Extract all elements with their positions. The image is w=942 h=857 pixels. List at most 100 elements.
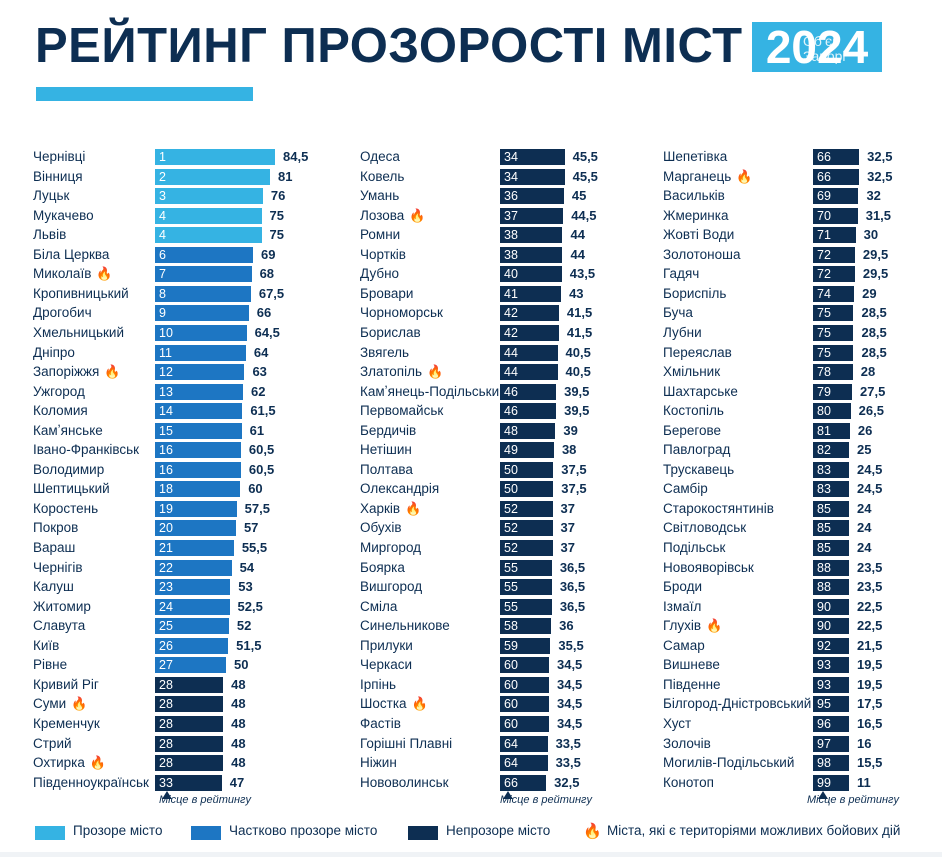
ranking-row: Ніжин 64 33,5 xyxy=(360,754,660,774)
city-name: Ковель xyxy=(360,168,405,184)
city-name: Чорноморськ xyxy=(360,305,443,321)
city-name: Конотоп xyxy=(663,774,714,790)
rank-label: 6 xyxy=(159,247,166,262)
city-name: Фастів xyxy=(360,715,401,731)
score-bar xyxy=(155,481,241,498)
score-bar xyxy=(155,735,224,752)
city-name: Трускавець xyxy=(663,461,735,477)
score-label: 21,5 xyxy=(857,637,883,653)
ranking-row: Чернівці 1 84,5 xyxy=(33,148,333,168)
city-name: Могилів-Подільський xyxy=(663,755,795,771)
rank-label: 28 xyxy=(159,697,173,712)
score-label: 32,5 xyxy=(867,149,893,164)
score-label: 37 xyxy=(560,520,575,536)
rank-label: 83 xyxy=(817,462,831,477)
score-label: 62 xyxy=(251,383,266,399)
score-label: 76 xyxy=(270,188,286,204)
city-name: Умань xyxy=(360,188,400,204)
rank-label: 38 xyxy=(504,228,518,243)
ranking-row: Запоріжжя 🔥 12 63 xyxy=(33,363,333,383)
ranking-row: Вишгород 55 36,5 xyxy=(360,578,660,598)
rank-label: 66 xyxy=(817,169,831,184)
ranking-row: Світловодськ 85 24 xyxy=(663,519,942,539)
rank-label: 52 xyxy=(504,521,518,536)
footer-strip xyxy=(0,852,942,857)
score-label: 54 xyxy=(239,559,255,575)
fire-icon: 🔥 xyxy=(89,755,107,771)
ranking-row: Буча 75 28,5 xyxy=(663,304,942,324)
score-bar xyxy=(813,579,849,596)
ranking-row: Ковель 34 45,5 xyxy=(360,168,660,188)
city-name: Жовті Води xyxy=(663,227,735,243)
score-bar xyxy=(500,403,557,420)
score-label: 63 xyxy=(252,364,267,380)
score-bar xyxy=(813,364,853,381)
score-bar xyxy=(500,657,549,674)
ranking-row: Київ 26 51,5 xyxy=(33,637,333,657)
score-bar xyxy=(500,422,556,439)
score-label: 37,5 xyxy=(561,481,587,497)
score-label: 36 xyxy=(559,618,574,634)
ranking-row: Могилів-Подільський 98 15,5 xyxy=(663,754,942,774)
score-bar xyxy=(813,500,849,517)
score-label: 33,5 xyxy=(555,735,581,751)
ranking-row: Олександрія 50 37,5 xyxy=(360,480,660,500)
ranking-row: Луцьк 3 76 xyxy=(33,187,333,207)
ranking-row: Ужгород 13 62 xyxy=(33,383,333,403)
rank-label: 27 xyxy=(159,658,173,673)
ranking-row: Золотоноша 72 29,5 xyxy=(663,246,942,266)
score-label: 28,5 xyxy=(861,324,887,340)
rank-label: 55 xyxy=(504,580,518,595)
rank-label: 44 xyxy=(504,345,518,360)
score-bar xyxy=(155,207,262,224)
score-label: 26,5 xyxy=(858,403,884,419)
rank-label: 2 xyxy=(159,169,166,184)
score-bar xyxy=(155,540,234,556)
ranking-row: Калуш 23 53 xyxy=(33,578,333,598)
rank-label: 48 xyxy=(504,423,518,438)
ranking-row: Вінниця 2 81 xyxy=(33,168,333,188)
rank-label: 10 xyxy=(159,325,173,340)
city-name: Васильків xyxy=(663,188,725,204)
rank-label: 93 xyxy=(817,658,831,673)
city-name: Костопіль xyxy=(663,403,724,419)
score-label: 37,5 xyxy=(561,461,587,477)
score-bar xyxy=(813,168,860,185)
ranking-row: Костопіль 80 26,5 xyxy=(663,402,942,422)
city-name: Одеса xyxy=(360,149,400,164)
score-bar xyxy=(500,344,558,361)
axis-arrow-icon xyxy=(162,791,172,799)
score-bar xyxy=(500,364,558,381)
score-label: 48 xyxy=(231,696,246,712)
fire-icon: 🔥 xyxy=(409,207,426,223)
city-name: Дрогобич xyxy=(33,305,92,321)
score-label: 60 xyxy=(248,481,263,497)
score-label: 16,5 xyxy=(857,715,883,731)
score-label: 60,5 xyxy=(248,461,275,477)
score-bar xyxy=(500,676,549,693)
rank-label: 99 xyxy=(817,775,831,790)
city-name: Горішні Плавні xyxy=(360,735,453,751)
rank-label: 46 xyxy=(504,404,518,419)
rank-label: 21 xyxy=(159,541,173,555)
score-bar xyxy=(500,168,565,185)
score-label: 31,5 xyxy=(865,207,892,223)
city-name: Шостка 🔥 xyxy=(360,696,428,712)
city-name: Старокостянтинів xyxy=(663,500,774,516)
score-bar xyxy=(500,559,552,576)
ranking-row: Глухів 🔥 90 22,5 xyxy=(663,617,942,637)
score-label: 19,5 xyxy=(857,657,883,673)
score-bar xyxy=(155,422,242,439)
ranking-row: Дрогобич 9 66 xyxy=(33,304,333,324)
ranking-row: Конотоп 99 11 xyxy=(663,774,942,794)
city-name: Нетішин xyxy=(360,442,412,458)
ranking-row: Подільськ 85 24 xyxy=(663,539,942,559)
score-label: 24 xyxy=(857,500,872,516)
city-name: Бориспіль xyxy=(663,285,727,301)
ranking-row: Самбір 83 24,5 xyxy=(663,480,942,500)
rank-label: 9 xyxy=(159,306,166,321)
score-bar xyxy=(500,735,548,752)
rank-label: 75 xyxy=(817,345,831,360)
ranking-row: Ірпінь 60 34,5 xyxy=(360,676,660,696)
score-bar xyxy=(155,774,222,791)
